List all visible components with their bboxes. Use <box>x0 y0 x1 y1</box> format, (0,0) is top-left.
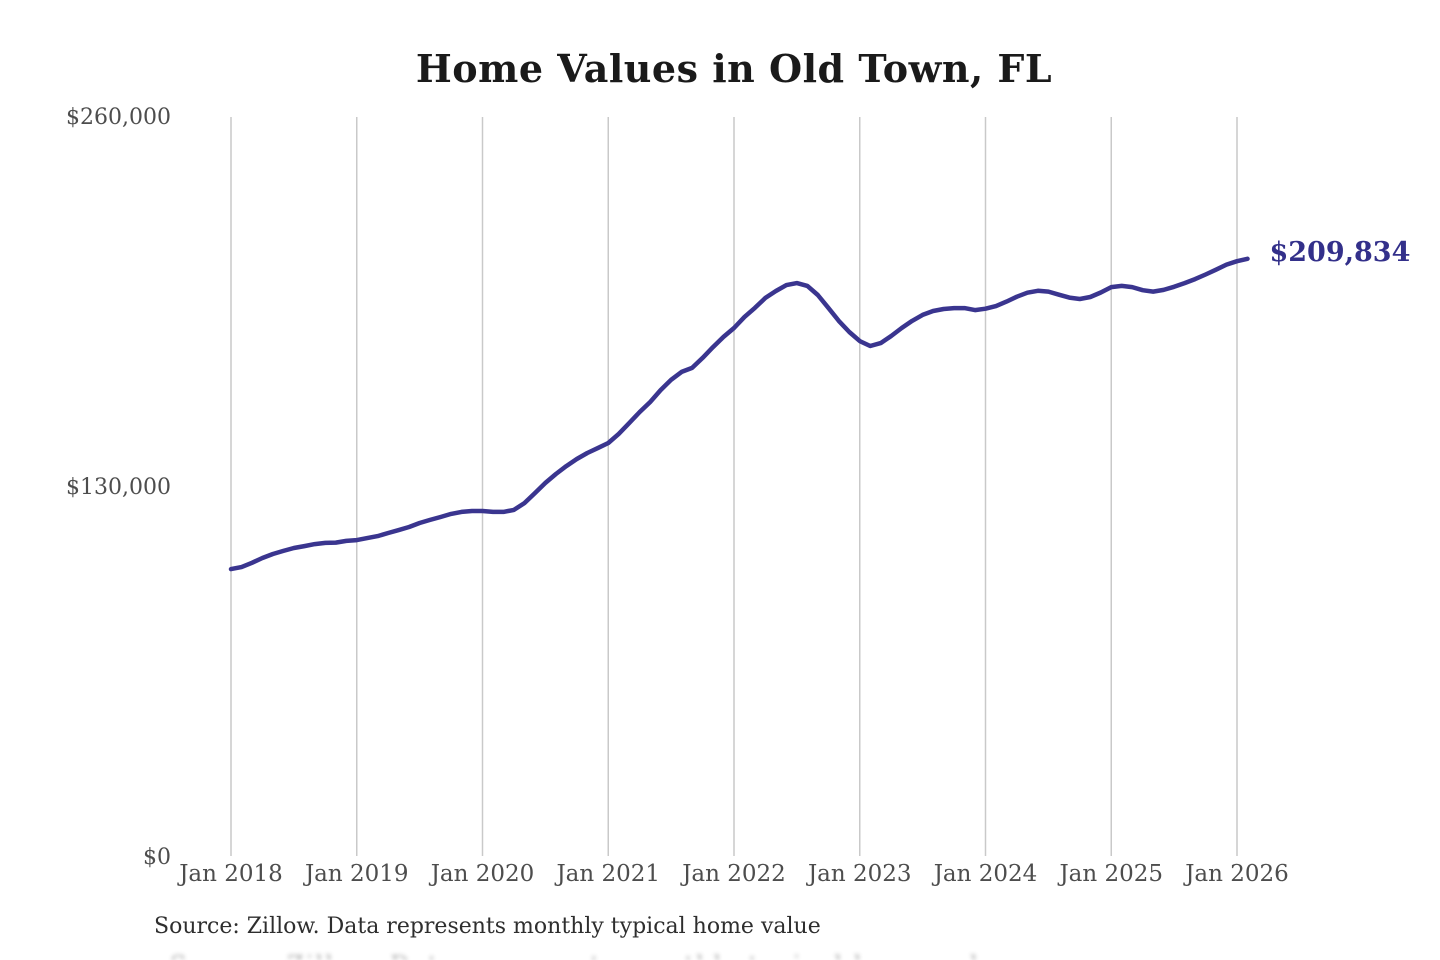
source-note: Source: Zillow. Data represents monthly … <box>154 914 821 939</box>
x-axis-tick-label: Jan 2020 <box>429 861 535 887</box>
x-axis-tick-label: Jan 2019 <box>303 861 409 887</box>
x-axis-tick-label: Jan 2026 <box>1183 861 1289 887</box>
x-axis-tick-label: Jan 2018 <box>177 861 283 887</box>
x-axis-tick-label: Jan 2021 <box>554 861 660 887</box>
x-axis-tick-label: Jan 2022 <box>680 861 786 887</box>
y-axis-tick-label: $0 <box>143 845 171 870</box>
chart-title: Home Values in Old Town, FL <box>415 46 1053 91</box>
y-axis-tick-label: $130,000 <box>66 475 171 500</box>
x-axis-tick-label: Jan 2025 <box>1057 861 1163 887</box>
cropped-text-artifact: Source: Zillow. Data represents monthly … <box>170 951 1320 960</box>
y-axis-tick-label: $260,000 <box>66 105 171 130</box>
current-value-label: $209,834 <box>1269 237 1410 268</box>
home-value-line <box>228 256 1250 572</box>
x-axis-tick-label: Jan 2023 <box>806 861 912 887</box>
x-axis-tick-label: Jan 2024 <box>932 861 1038 887</box>
